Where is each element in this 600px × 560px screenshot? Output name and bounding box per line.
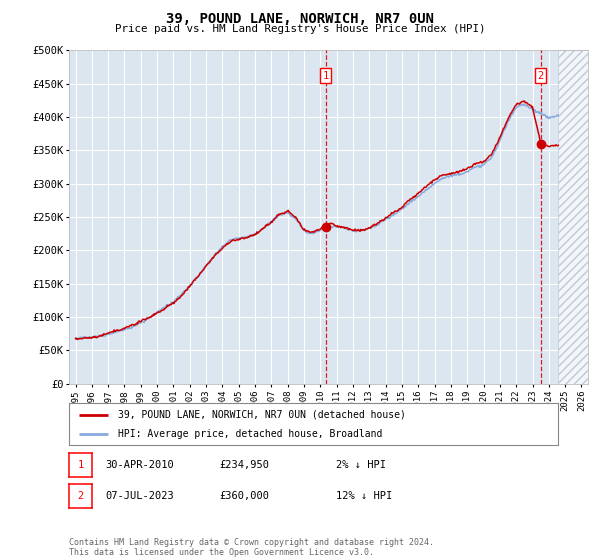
Text: 39, POUND LANE, NORWICH, NR7 0UN (detached house): 39, POUND LANE, NORWICH, NR7 0UN (detach… — [118, 409, 406, 419]
Text: 07-JUL-2023: 07-JUL-2023 — [105, 491, 174, 501]
Text: 1: 1 — [323, 71, 329, 81]
Text: Price paid vs. HM Land Registry's House Price Index (HPI): Price paid vs. HM Land Registry's House … — [115, 24, 485, 34]
Text: 2: 2 — [77, 491, 83, 501]
Text: 39, POUND LANE, NORWICH, NR7 0UN: 39, POUND LANE, NORWICH, NR7 0UN — [166, 12, 434, 26]
Text: HPI: Average price, detached house, Broadland: HPI: Average price, detached house, Broa… — [118, 429, 382, 439]
Text: Contains HM Land Registry data © Crown copyright and database right 2024.
This d: Contains HM Land Registry data © Crown c… — [69, 538, 434, 557]
Text: 12% ↓ HPI: 12% ↓ HPI — [336, 491, 392, 501]
Text: 2: 2 — [538, 71, 544, 81]
Text: 1: 1 — [77, 460, 83, 470]
Text: £360,000: £360,000 — [219, 491, 269, 501]
Bar — [558, 50, 596, 384]
Bar — [558, 50, 596, 384]
Text: 2% ↓ HPI: 2% ↓ HPI — [336, 460, 386, 470]
Text: 30-APR-2010: 30-APR-2010 — [105, 460, 174, 470]
Text: £234,950: £234,950 — [219, 460, 269, 470]
